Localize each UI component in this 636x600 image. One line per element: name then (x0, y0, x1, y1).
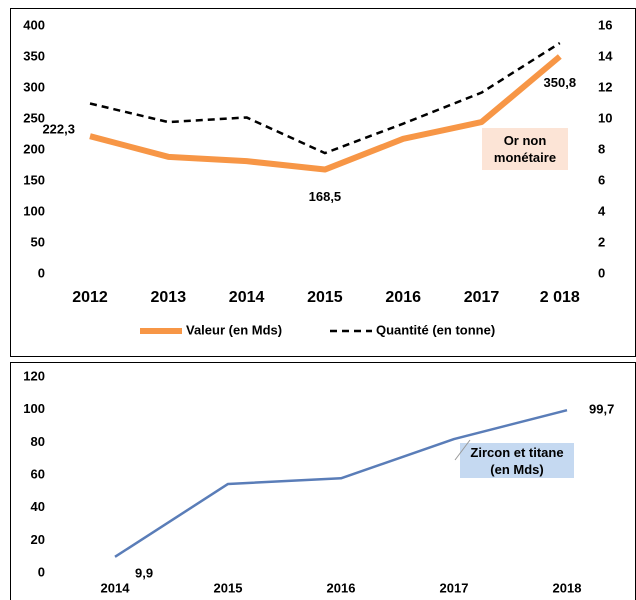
data-label: 222,3 (42, 122, 75, 137)
y-tick-label: 150 (23, 172, 45, 187)
y2-tick-label: 6 (598, 172, 605, 187)
leader-line (454, 439, 471, 461)
x-tick-label: 2016 (327, 580, 356, 595)
x-tick-label: 2014 (101, 580, 131, 595)
annotation: Zircon et titane (en Mds) (470, 445, 564, 477)
annotation: Or non monétaire (493, 133, 557, 165)
y-tick-label: 350 (23, 48, 45, 63)
x-tick-label: 2012 (72, 289, 108, 306)
y-tick-label: 100 (23, 203, 45, 218)
frame (10, 362, 636, 600)
x-tick-label: 2018 (553, 580, 582, 595)
legend-label: Quantité (en tonne) (376, 322, 495, 337)
y-tick-label: 80 (31, 434, 45, 449)
x-tick-label: 2014 (229, 289, 265, 306)
x-tick-label: 2 018 (540, 289, 580, 306)
y-tick-label: 400 (23, 17, 45, 32)
y-tick-label: 250 (23, 110, 45, 125)
y-tick-label: 300 (23, 79, 45, 94)
y2-tick-label: 4 (598, 203, 606, 218)
y-tick-label: 60 (31, 466, 45, 481)
y-tick-label: 0 (38, 265, 45, 280)
y2-tick-label: 14 (598, 48, 613, 63)
y2-tick-label: 10 (598, 110, 612, 125)
data-label: 350,8 (544, 75, 577, 90)
series-line (89, 54, 562, 173)
legend-label: Valeur (en Mds) (186, 322, 282, 337)
data-label: 168,5 (309, 189, 342, 204)
y2-tick-label: 2 (598, 234, 605, 249)
x-tick-label: 2017 (440, 580, 469, 595)
annotation-box (482, 128, 568, 170)
y-tick-label: 100 (23, 401, 45, 416)
x-tick-label: 2017 (464, 289, 500, 306)
y-tick-label: 120 (23, 368, 45, 383)
series-line (89, 41, 561, 155)
y2-tick-label: 8 (598, 141, 605, 156)
x-tick-label: 2013 (151, 289, 187, 306)
y-tick-label: 40 (31, 499, 45, 514)
y-tick-label: 200 (23, 141, 45, 156)
data-label: 9,9 (135, 565, 153, 580)
series-line (114, 408, 568, 558)
y-tick-label: 0 (38, 564, 45, 579)
y-tick-label: 20 (31, 532, 45, 547)
annotation-box (460, 443, 574, 478)
x-tick-label: 2015 (307, 289, 343, 306)
y2-tick-label: 0 (598, 265, 605, 280)
y2-tick-label: 12 (598, 79, 612, 94)
y2-tick-label: 16 (598, 17, 612, 32)
data-label: 99,7 (589, 402, 614, 417)
y-tick-label: 50 (31, 234, 45, 249)
x-tick-label: 2016 (385, 289, 421, 306)
x-tick-label: 2015 (214, 580, 243, 595)
